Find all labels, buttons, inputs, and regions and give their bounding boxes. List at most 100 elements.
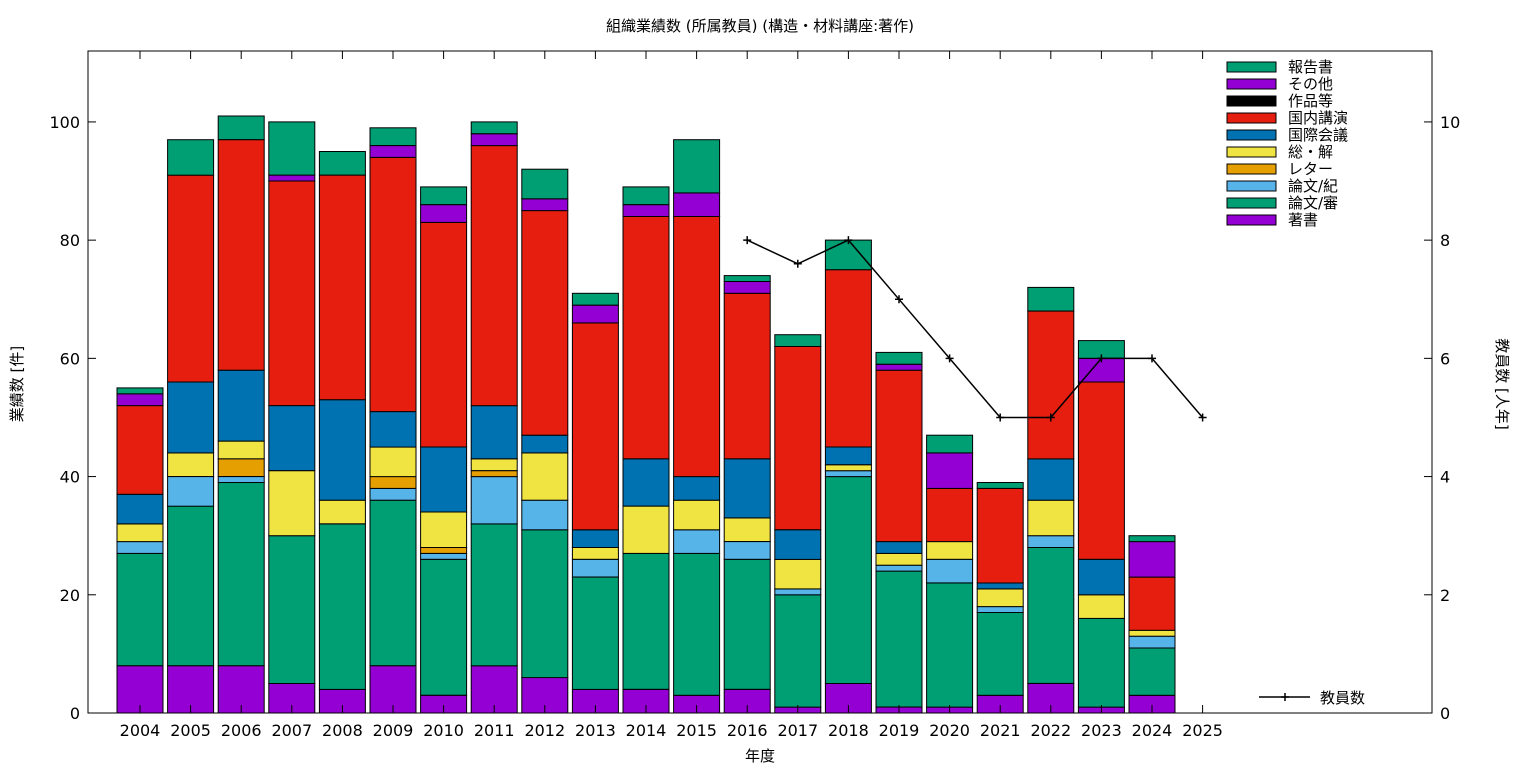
bar-segment xyxy=(420,547,468,554)
bar-segment xyxy=(673,476,721,501)
bar-segment xyxy=(369,499,417,667)
bar-segment xyxy=(1128,535,1176,543)
bar-segment xyxy=(116,493,164,525)
x-tick-label: 2022 xyxy=(1030,721,1071,740)
bar-segment xyxy=(217,482,265,667)
bar-segment xyxy=(723,281,771,294)
x-tick-label: 2021 xyxy=(980,721,1021,740)
bar-segment xyxy=(116,387,164,395)
bar-segment xyxy=(723,458,771,519)
bar-segment xyxy=(420,446,468,513)
bar-segment xyxy=(470,476,518,525)
bar-segment xyxy=(571,322,619,531)
bars-group xyxy=(116,115,1176,714)
bar-segment xyxy=(318,399,366,501)
line-series-point xyxy=(1097,354,1106,363)
bar-segment xyxy=(571,547,619,560)
bar-segment xyxy=(217,476,265,484)
bar-segment xyxy=(369,411,417,448)
bar-segment xyxy=(1077,381,1125,560)
bar-segment xyxy=(723,275,771,283)
legend-swatch xyxy=(1226,129,1277,141)
line-series-point xyxy=(1046,413,1055,422)
bar-segment xyxy=(268,174,316,182)
bar-segment xyxy=(470,405,518,460)
bar-segment xyxy=(571,529,619,548)
bar-segment xyxy=(622,204,670,217)
x-tick-label: 2019 xyxy=(879,721,920,740)
x-tick-label: 2007 xyxy=(271,721,312,740)
bar-segment xyxy=(774,588,822,596)
legend-swatch xyxy=(1226,180,1277,192)
bar-segment xyxy=(622,552,670,690)
bar-segment xyxy=(318,151,366,176)
bar-segment xyxy=(723,558,771,690)
x-tick-label: 2013 xyxy=(575,721,616,740)
bar-segment xyxy=(571,292,619,306)
legend-label: 作品等 xyxy=(1288,92,1333,110)
bar-segment xyxy=(976,487,1024,584)
bar-segment xyxy=(521,210,569,436)
bar-segment xyxy=(369,487,417,501)
x-tick-label: 2009 xyxy=(373,721,414,740)
bar-segment xyxy=(926,452,974,489)
bar-segment xyxy=(673,529,721,554)
bar-segment xyxy=(774,594,822,708)
bar-segment xyxy=(1128,647,1176,696)
bar-segment xyxy=(470,458,518,472)
bar-segment xyxy=(420,186,468,206)
line-series-point xyxy=(1198,413,1207,422)
x-tick-label: 2020 xyxy=(929,721,970,740)
bar-segment xyxy=(875,564,923,572)
bar-segment xyxy=(673,216,721,478)
bar-segment xyxy=(521,529,569,679)
bar-segment xyxy=(470,470,518,478)
bar-segment xyxy=(369,145,417,158)
bar-segment xyxy=(167,452,215,477)
y-tick-label: 60 xyxy=(60,349,80,368)
x-tick-label: 2016 xyxy=(727,721,768,740)
bar-segment xyxy=(774,558,822,590)
legend-label: レター xyxy=(1288,160,1333,178)
x-tick-label: 2004 xyxy=(120,721,161,740)
bar-segment xyxy=(521,499,569,531)
x-tick-label: 2023 xyxy=(1081,721,1122,740)
legend-swatch xyxy=(1226,95,1277,107)
line-series-path xyxy=(746,239,1204,419)
bar-segment xyxy=(875,541,923,554)
bar-segment xyxy=(673,552,721,696)
x-tick-label: 2025 xyxy=(1182,721,1223,740)
bar-segment xyxy=(167,505,215,667)
bar-segment xyxy=(1077,558,1125,596)
bar-segment xyxy=(622,216,670,460)
bar-segment xyxy=(1027,499,1075,537)
bar-segment xyxy=(369,476,417,489)
bar-segment xyxy=(521,452,569,501)
bar-segment xyxy=(167,381,215,454)
y2-tick-label: 4 xyxy=(1440,468,1450,487)
legend-label: 報告書 xyxy=(1288,58,1333,76)
legend-label: 国際会議 xyxy=(1288,126,1348,144)
bar-segment xyxy=(622,458,670,507)
bar-segment xyxy=(824,269,872,448)
bar-segment xyxy=(470,523,518,667)
line-series-point xyxy=(996,413,1005,422)
legend-label: その他 xyxy=(1288,75,1333,93)
y2-tick-label: 2 xyxy=(1440,586,1450,605)
bar-segment xyxy=(420,221,468,448)
line-series-point xyxy=(895,295,903,304)
bar-segment xyxy=(1027,547,1075,684)
x-tick-label: 2015 xyxy=(676,721,717,740)
bar-segment xyxy=(824,470,872,478)
x-tick-label: 2017 xyxy=(777,721,818,740)
bar-segment xyxy=(167,174,215,383)
legend-swatch xyxy=(1226,112,1277,124)
bar-segment xyxy=(824,239,872,271)
x-tick-label: 2024 xyxy=(1132,721,1173,740)
bar-segment xyxy=(926,582,974,708)
bar-segment xyxy=(875,369,923,543)
legend-label: 国内講演 xyxy=(1288,109,1348,127)
bar-segment xyxy=(167,476,215,507)
